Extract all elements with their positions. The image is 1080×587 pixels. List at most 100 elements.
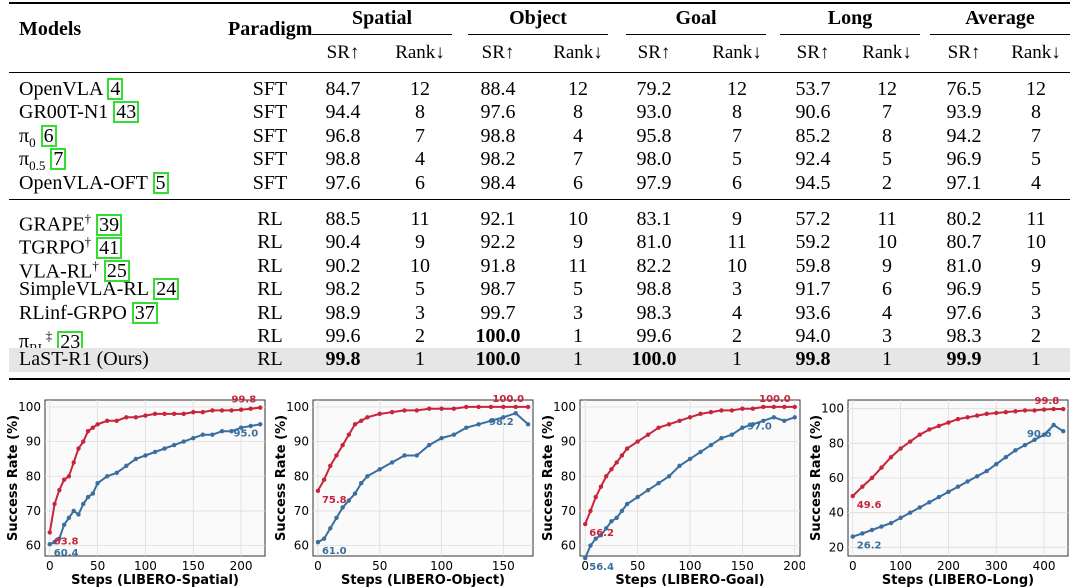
citation-link[interactable]: 24 bbox=[153, 278, 180, 301]
blue-series-point bbox=[315, 539, 321, 545]
sr-cell: 80.2 bbox=[946, 208, 982, 230]
red-series-point bbox=[501, 404, 506, 410]
blue-series-point bbox=[219, 429, 225, 434]
red-series-point bbox=[994, 410, 999, 416]
blue-series-point bbox=[162, 446, 167, 451]
red-series-point bbox=[927, 427, 932, 432]
x-tick-label: 100 bbox=[430, 559, 453, 573]
y-tick-label: 90 bbox=[294, 435, 309, 449]
rank-cell: 9 bbox=[732, 208, 742, 230]
blue-series-point bbox=[879, 524, 884, 529]
rank-cell: 8 bbox=[573, 101, 583, 124]
y-tick-label: 100 bbox=[286, 400, 309, 414]
citation-link[interactable]: 37 bbox=[131, 301, 158, 324]
red-series-point bbox=[340, 442, 345, 448]
blue-series-point bbox=[200, 432, 206, 437]
red-series-point bbox=[1061, 406, 1066, 412]
sr-cell: 100.0 bbox=[475, 325, 521, 347]
rank-cell: 6 bbox=[882, 278, 892, 301]
rank-cell: 5 bbox=[732, 148, 742, 171]
rank-cell: 2 bbox=[415, 325, 425, 347]
rank-subheader: Rank↓ bbox=[712, 42, 762, 63]
blue-series-point bbox=[593, 536, 598, 541]
red-series-point bbox=[229, 408, 234, 413]
blue-series-point bbox=[52, 539, 57, 545]
red-series-point bbox=[946, 420, 951, 425]
blue-series-point bbox=[708, 442, 714, 448]
blue-series-point bbox=[143, 453, 148, 458]
blue-end-label: 98.2 bbox=[489, 417, 514, 428]
x-tick-label: 100 bbox=[679, 559, 702, 573]
blue-series-point bbox=[603, 526, 609, 531]
rank-cell: 10 bbox=[877, 231, 897, 254]
rank-cell: 11 bbox=[1026, 208, 1046, 230]
rank-cell: 9 bbox=[1031, 254, 1041, 277]
blue-series-point bbox=[955, 484, 961, 489]
blue-series-point bbox=[761, 418, 766, 423]
sr-cell: 90.6 bbox=[795, 101, 831, 124]
sr-subheader: SR↑ bbox=[637, 42, 671, 63]
citation-link[interactable]: 5 bbox=[152, 171, 169, 194]
rank-cell: 2 bbox=[882, 171, 892, 194]
sr-cell: 76.5 bbox=[946, 78, 982, 100]
blue-series-point bbox=[771, 415, 777, 420]
sr-cell: 93.6 bbox=[795, 301, 831, 324]
rank-cell: 2 bbox=[732, 325, 742, 347]
citation-link[interactable]: 4 bbox=[107, 78, 124, 100]
paradigm-cell: RL bbox=[257, 208, 283, 230]
blue-series-point bbox=[365, 474, 370, 479]
red-series-point bbox=[645, 432, 651, 437]
blue-series-point bbox=[352, 491, 358, 496]
citation-link[interactable]: 41 bbox=[96, 237, 123, 260]
red-series-point bbox=[439, 406, 444, 411]
red-end-label: 100.0 bbox=[759, 394, 791, 405]
rank-cell: 1 bbox=[1031, 348, 1041, 371]
rank-subheader: Rank↓ bbox=[862, 42, 912, 63]
blue-series-point bbox=[66, 515, 72, 521]
blue-end-label: 97.0 bbox=[747, 421, 772, 432]
y-tick-label: 80 bbox=[829, 436, 844, 450]
highlight-row-bg bbox=[9, 348, 1070, 373]
blue-series-point bbox=[729, 432, 735, 437]
paradigm-cell: RL bbox=[257, 254, 283, 277]
red-series-point bbox=[143, 413, 148, 418]
red-series-line bbox=[317, 405, 529, 492]
blue-series-point bbox=[965, 479, 970, 484]
sr-cell: 97.6 bbox=[946, 301, 982, 324]
blue-series-point bbox=[476, 422, 481, 427]
sr-cell: 98.2 bbox=[480, 148, 516, 171]
citation-link[interactable]: 6 bbox=[40, 124, 57, 147]
sr-cell: 92.2 bbox=[480, 231, 516, 254]
y-tick-label: 100 bbox=[553, 400, 576, 414]
red-series-point bbox=[860, 484, 865, 489]
paradigm-cell: RL bbox=[257, 348, 283, 371]
blue-start-label: 56.4 bbox=[589, 562, 614, 573]
x-tick-label: 200 bbox=[230, 559, 253, 573]
red-series-point bbox=[761, 404, 766, 410]
red-series-point bbox=[656, 425, 661, 430]
blue-series-point bbox=[377, 467, 382, 472]
citation-link[interactable]: 7 bbox=[50, 148, 67, 171]
sr-cell: 59.8 bbox=[795, 254, 831, 277]
paradigm-cell: RL bbox=[257, 231, 283, 254]
red-series-point bbox=[719, 408, 724, 413]
paradigm-cell: RL bbox=[257, 301, 283, 324]
blue-start-label: 60.4 bbox=[54, 548, 79, 559]
red-series-point bbox=[619, 453, 625, 458]
sr-cell: 83.1 bbox=[636, 208, 672, 230]
blue-series-point bbox=[513, 410, 518, 416]
citation-link[interactable]: 39 bbox=[96, 213, 123, 236]
rank-cell: 1 bbox=[573, 325, 583, 347]
red-series-point bbox=[1051, 406, 1056, 412]
blue-series-point bbox=[229, 429, 234, 434]
citation-link[interactable]: 25 bbox=[103, 260, 130, 283]
red-series-point bbox=[95, 422, 100, 427]
red-series-point bbox=[90, 425, 96, 430]
rank-cell: 7 bbox=[573, 148, 583, 171]
rank-subheader: Rank↓ bbox=[553, 42, 603, 63]
citation-link[interactable]: 43 bbox=[113, 101, 140, 124]
red-series-point bbox=[377, 411, 382, 417]
group-underline bbox=[312, 34, 452, 35]
